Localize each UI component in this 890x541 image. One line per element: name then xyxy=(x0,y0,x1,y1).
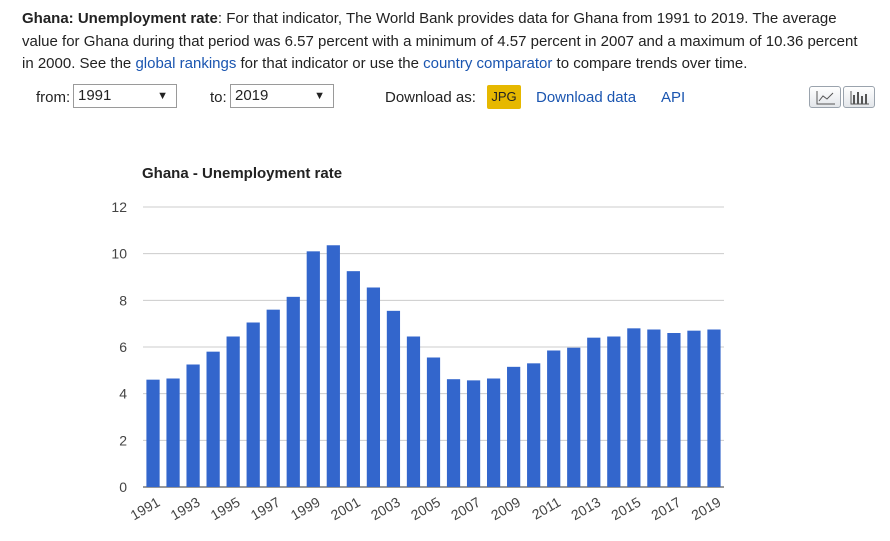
x-tick-label: 2003 xyxy=(368,494,403,524)
bar-1991 xyxy=(146,379,160,487)
bar-2007 xyxy=(466,380,481,487)
to-year-select[interactable]: 2019 ▼ xyxy=(230,84,334,108)
bar-2011 xyxy=(547,350,561,487)
x-tick-label: 2013 xyxy=(568,494,603,524)
bar-2002 xyxy=(366,287,381,487)
line-chart-button[interactable] xyxy=(809,86,841,108)
x-axis-tick-labels: 1991 1993 1995 1997 1999 2001 2003 2005 2007 2009… xyxy=(128,494,724,524)
y-axis-tick-labels: 0 2 4 6 8 10 12 xyxy=(111,199,127,495)
to-label: to: xyxy=(210,89,227,106)
line-chart-icon xyxy=(816,91,835,105)
x-tick-label: 2017 xyxy=(648,494,683,524)
x-tick-label: 2015 xyxy=(608,494,643,524)
bar-2005 xyxy=(426,357,441,487)
x-tick-label: 1999 xyxy=(288,494,323,524)
bar-2012 xyxy=(567,347,581,487)
bar-2001 xyxy=(346,271,360,487)
bar-2000 xyxy=(326,245,340,487)
x-tick-label: 2001 xyxy=(328,494,363,524)
chart-controls: from: 1991 ▼ to: 2019 ▼ Download as: JPG… xyxy=(0,84,890,112)
bar-2016 xyxy=(647,329,661,487)
download-data-link[interactable]: Download data xyxy=(536,89,637,106)
x-tick-label: 2011 xyxy=(529,494,563,523)
bar-2008 xyxy=(486,378,501,487)
bar-2017 xyxy=(667,333,681,487)
intro-text-3: to compare trends over time. xyxy=(552,55,748,72)
bar-1998 xyxy=(286,296,300,487)
bar-2019 xyxy=(707,329,721,487)
chevron-down-icon: ▼ xyxy=(314,90,325,102)
to-year-value: 2019 xyxy=(235,87,269,104)
x-tick-label: 1993 xyxy=(168,494,203,524)
chart-title: Ghana - Unemployment rate xyxy=(142,165,342,182)
bar-2018 xyxy=(687,330,701,487)
bar-2009 xyxy=(507,366,521,487)
x-tick-label: 1997 xyxy=(248,494,283,524)
bar-1993 xyxy=(186,364,200,487)
bar-1996 xyxy=(246,322,260,487)
bar-1997 xyxy=(266,309,280,487)
from-label: from: xyxy=(36,89,71,106)
x-tick-label: 2005 xyxy=(408,494,443,524)
unemployment-bar-chart: Ghana - Unemployment rate 0 2 4 6 8 10 12 1991… xyxy=(111,165,724,524)
bar-2014 xyxy=(607,336,621,487)
y-tick-label: 2 xyxy=(119,432,127,448)
from-year-select[interactable]: 1991 ▼ xyxy=(73,84,177,108)
bar-1995 xyxy=(226,336,240,487)
bar-2013 xyxy=(587,337,601,487)
bar-1994 xyxy=(206,351,220,487)
x-tick-label: 1991 xyxy=(128,494,163,524)
intro-text-1: : For that indicator, The World Bank pro… xyxy=(22,10,858,72)
bar-2015 xyxy=(627,328,641,487)
bar-2004 xyxy=(406,336,421,487)
x-tick-label: 2019 xyxy=(689,494,724,524)
x-tick-label: 2007 xyxy=(448,494,483,524)
country-comparator-link[interactable]: country comparator xyxy=(423,55,553,72)
y-tick-label: 6 xyxy=(119,339,127,355)
bar-2010 xyxy=(527,363,541,487)
x-tick-label: 1995 xyxy=(208,494,243,524)
chevron-down-icon: ▼ xyxy=(157,90,168,102)
y-tick-label: 0 xyxy=(119,479,127,495)
from-year-value: 1991 xyxy=(78,87,112,104)
bar-2006 xyxy=(446,379,461,487)
download-jpg-button[interactable]: JPG xyxy=(487,85,521,109)
bar-1999 xyxy=(306,251,320,487)
y-tick-label: 4 xyxy=(119,386,127,402)
intro-paragraph: Ghana: Unemployment rate: For that indic… xyxy=(22,8,872,76)
global-rankings-link[interactable]: global rankings xyxy=(135,55,237,72)
bar-chart-button[interactable] xyxy=(843,86,875,108)
y-tick-label: 8 xyxy=(119,292,127,308)
bar-chart-icon xyxy=(850,91,869,105)
bar-2003 xyxy=(386,310,401,487)
download-as-label: Download as: xyxy=(385,89,476,106)
intro-text-2: for that indicator or use the xyxy=(236,55,424,72)
bar-1992 xyxy=(166,378,180,487)
api-link[interactable]: API xyxy=(661,89,686,106)
x-tick-label: 2009 xyxy=(488,494,523,524)
indicator-title: Ghana: Unemployment rate xyxy=(22,10,218,27)
chart-bars xyxy=(146,245,721,487)
y-tick-label: 10 xyxy=(111,246,127,262)
y-tick-label: 12 xyxy=(111,199,127,215)
